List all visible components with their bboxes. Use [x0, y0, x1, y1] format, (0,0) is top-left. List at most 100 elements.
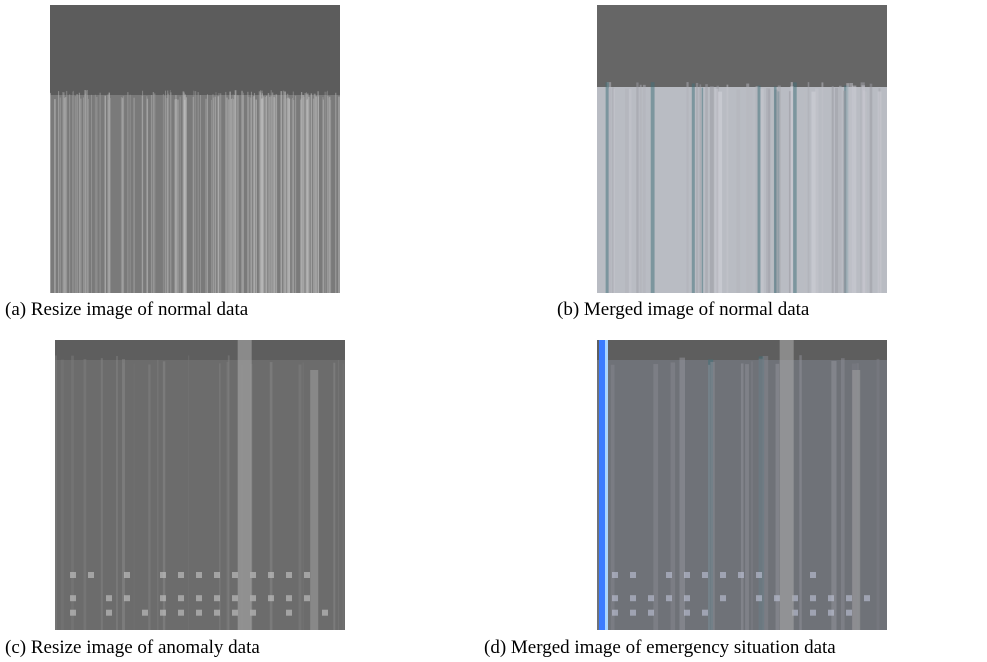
image-texture	[599, 340, 605, 630]
image-texture	[338, 96, 340, 293]
image-texture	[793, 82, 797, 293]
image-texture	[707, 364, 711, 630]
image-texture	[684, 595, 690, 602]
image-texture	[312, 98, 315, 293]
image-texture	[197, 92, 199, 293]
image-texture	[691, 83, 695, 293]
image-texture	[300, 99, 302, 293]
image-texture	[630, 609, 636, 616]
image-texture	[124, 595, 130, 602]
image-texture	[152, 92, 155, 293]
image-texture	[69, 94, 71, 293]
image-texture	[597, 340, 887, 360]
image-texture	[831, 360, 837, 630]
image-texture	[666, 572, 672, 578]
image-texture	[648, 609, 654, 616]
image-texture	[83, 97, 84, 293]
image-texture	[280, 91, 283, 293]
image-texture	[150, 94, 153, 293]
image-texture	[670, 362, 676, 630]
image-texture	[846, 83, 850, 293]
image-texture	[166, 97, 168, 293]
image-texture	[684, 572, 690, 578]
image-texture	[107, 94, 109, 293]
image-texture	[746, 83, 750, 293]
image-texture	[218, 93, 220, 293]
image-texture	[268, 595, 274, 602]
image-texture	[628, 88, 632, 293]
image-texture	[768, 89, 771, 293]
image-texture	[226, 361, 230, 630]
image-texture	[315, 96, 317, 293]
image-texture	[228, 99, 230, 293]
image-texture	[792, 595, 798, 602]
image-texture	[260, 98, 262, 293]
image-texture	[287, 97, 290, 293]
image-texture	[337, 359, 340, 630]
image-texture	[317, 96, 320, 293]
image-texture	[100, 358, 103, 630]
image-texture	[83, 359, 87, 630]
image-texture	[55, 340, 345, 630]
image-texture	[846, 595, 852, 602]
image-texture	[846, 609, 852, 616]
image-texture	[232, 595, 238, 602]
image-texture	[232, 572, 238, 578]
image-texture	[751, 361, 754, 630]
image-texture	[142, 609, 148, 616]
image-texture	[298, 364, 302, 630]
image-texture	[726, 84, 729, 293]
image-texture	[264, 96, 266, 293]
image-texture	[282, 90, 285, 293]
image-texture	[799, 355, 802, 630]
image-texture	[174, 99, 176, 293]
image-texture	[187, 355, 190, 630]
image-texture	[71, 355, 74, 630]
image-texture	[326, 90, 328, 293]
spectrogram-image	[597, 5, 887, 293]
image-texture	[271, 92, 274, 293]
image-texture	[852, 370, 861, 630]
image-texture	[160, 595, 166, 602]
image-texture	[758, 358, 763, 630]
image-texture	[876, 358, 880, 630]
image-texture	[175, 98, 177, 293]
image-texture	[828, 595, 834, 602]
image-texture	[269, 362, 273, 630]
image-texture	[225, 91, 227, 293]
image-texture	[740, 363, 744, 630]
image-texture	[755, 86, 759, 293]
image-texture	[291, 99, 293, 293]
image-texture	[226, 97, 228, 293]
image-texture	[324, 91, 326, 293]
image-texture	[807, 82, 810, 293]
image-texture	[192, 96, 194, 293]
image-texture	[65, 90, 68, 293]
caption: (c) Resize image of anomaly data	[5, 637, 260, 658]
image-texture	[843, 90, 847, 293]
image-texture	[773, 86, 777, 293]
image-texture	[214, 595, 220, 602]
image-texture	[120, 97, 123, 293]
image-texture	[613, 88, 615, 293]
image-texture	[54, 99, 56, 293]
image-texture	[207, 94, 208, 293]
image-texture	[193, 90, 195, 293]
image-texture	[84, 93, 87, 293]
image-texture	[196, 572, 202, 578]
image-texture	[869, 83, 873, 293]
image-texture	[267, 93, 270, 293]
image-texture	[87, 98, 89, 293]
image-texture	[185, 97, 187, 293]
image-texture	[55, 355, 57, 630]
image-texture	[91, 94, 92, 293]
image-texture	[232, 94, 234, 293]
image-texture	[94, 94, 96, 293]
image-texture	[284, 91, 286, 293]
image-texture	[775, 363, 780, 630]
image-texture	[252, 96, 254, 293]
image-texture	[305, 92, 307, 293]
image-texture	[849, 82, 854, 293]
image-texture	[864, 595, 870, 602]
image-texture	[127, 92, 129, 293]
